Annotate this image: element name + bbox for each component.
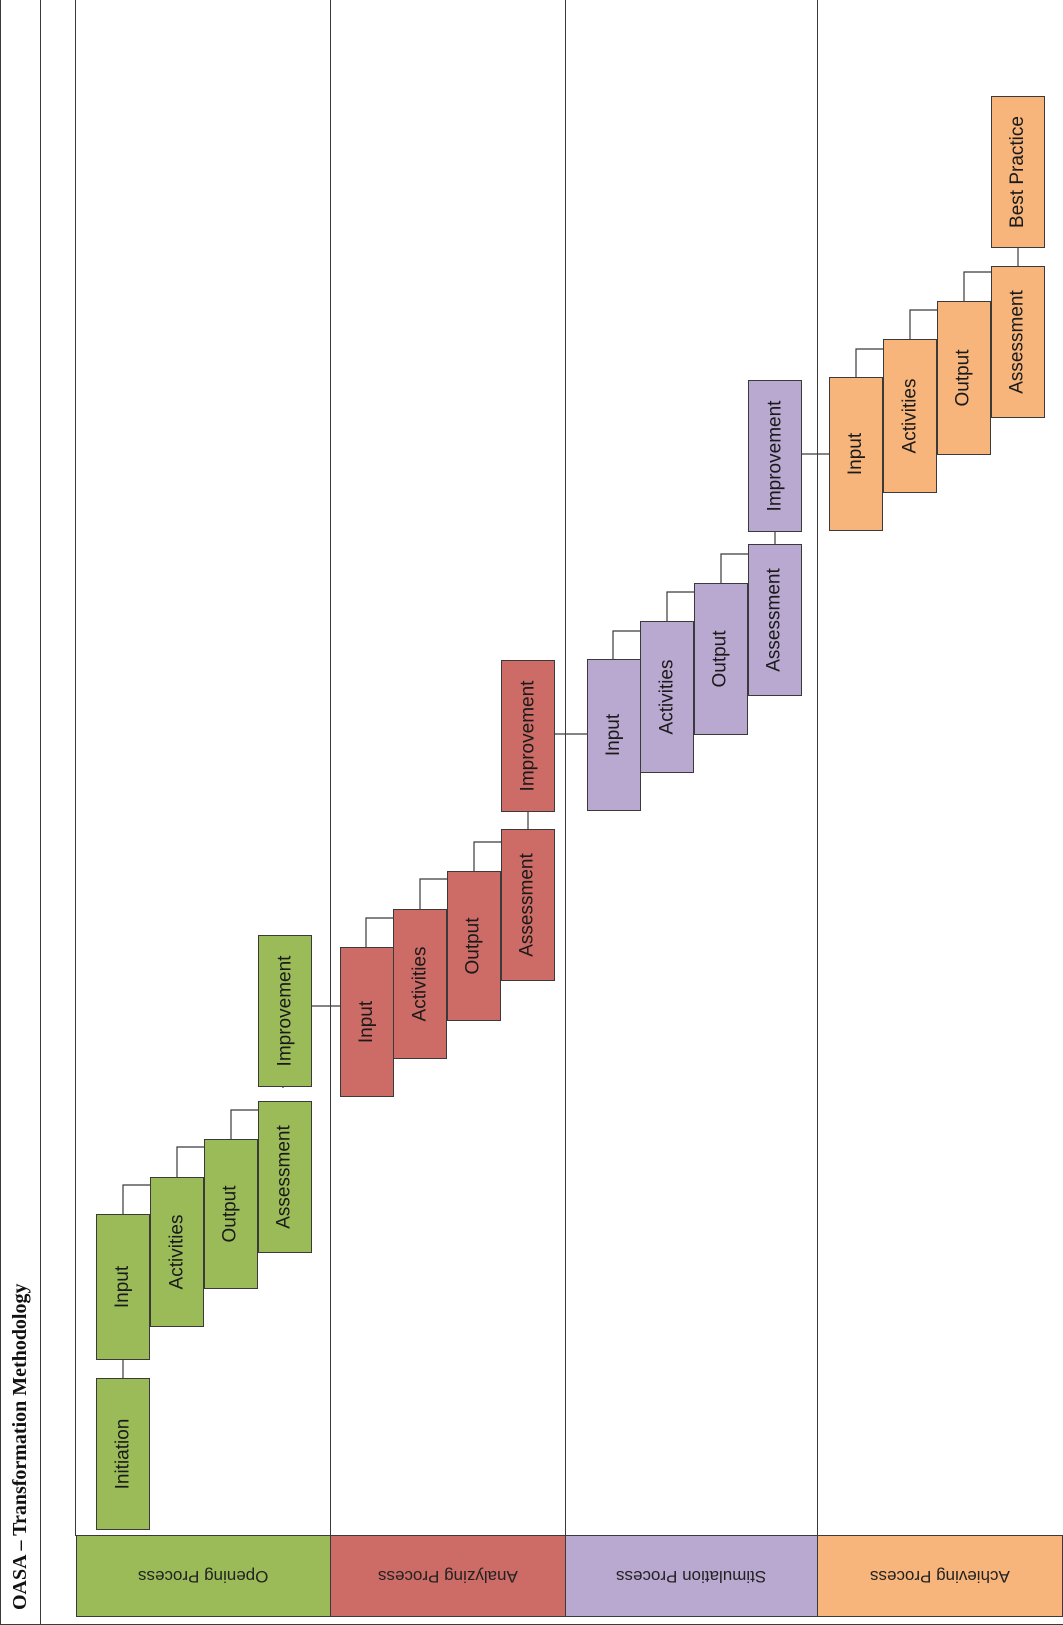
analyzing-improvement-label: Improvement — [517, 680, 538, 792]
analyzing-activities-label: Activities — [409, 946, 430, 1022]
analyzing-improvement-box: Improvement — [501, 660, 555, 812]
analyzing-input-box: Input — [340, 947, 394, 1097]
achieving-best-practice-label: Best Practice — [1007, 116, 1028, 228]
frame-left-border — [0, 0, 1, 1625]
lane-label-analyzing: Analyzing Process — [330, 1535, 566, 1617]
achieving-input-label: Input — [844, 432, 866, 476]
opening-input-box: Input — [96, 1214, 150, 1360]
stimulation-improvement-label: Improvement — [764, 400, 785, 512]
opening-initiation-label: Initiation — [112, 1418, 133, 1490]
opening-activities-label: Activities — [166, 1214, 187, 1290]
stimulation-input-label: Input — [602, 713, 624, 757]
lane-label-stimulation-text: Stimulation Process — [616, 1567, 767, 1586]
opening-improvement-box: Improvement — [258, 935, 312, 1087]
stimulation-output-label: Output — [710, 630, 732, 688]
achieving-assessment-label: Assessment — [1007, 290, 1029, 394]
achieving-input-box: Input — [829, 377, 883, 531]
achieving-output-box: Output — [937, 301, 991, 455]
opening-activities-box: Activities — [150, 1177, 204, 1327]
opening-input-label: Input — [111, 1265, 133, 1309]
lane-label-opening: Opening Process — [76, 1535, 331, 1617]
lane-label-analyzing-text: Analyzing Process — [378, 1567, 518, 1586]
stimulation-activities-label: Activities — [656, 659, 677, 735]
achieving-activities-label: Activities — [899, 378, 920, 454]
stimulation-input-box: Input — [587, 659, 641, 811]
lane-label-opening-text: Opening Process — [138, 1567, 269, 1586]
analyzing-output-box: Output — [447, 871, 501, 1021]
analyzing-activities-box: Activities — [393, 909, 447, 1059]
stimulation-activities-box: Activities — [640, 621, 694, 773]
opening-improvement-label: Improvement — [274, 955, 295, 1067]
stimulation-output-box: Output — [694, 583, 748, 735]
opening-assessment-label: Assessment — [274, 1125, 296, 1229]
diagram-title: OASA – Transformation Methodology — [9, 1283, 31, 1611]
opening-initiation-box: Initiation — [96, 1378, 150, 1530]
achieving-assessment-box: Assessment — [991, 266, 1045, 418]
stimulation-assessment-box: Assessment — [748, 544, 802, 696]
opening-assessment-box: Assessment — [258, 1101, 312, 1253]
analyzing-assessment-box: Assessment — [501, 829, 555, 981]
lane-label-stimulation: Stimulation Process — [565, 1535, 818, 1617]
achieving-output-label: Output — [953, 349, 975, 407]
analyzing-input-label: Input — [355, 1000, 377, 1044]
opening-output-label: Output — [220, 1185, 242, 1243]
stimulation-improvement-box: Improvement — [748, 380, 802, 532]
lane-divider-2 — [565, 0, 566, 1535]
opening-output-box: Output — [204, 1139, 258, 1289]
lane-label-achieving-text: Achieving Process — [870, 1567, 1010, 1586]
lane-label-achieving: Achieving Process — [817, 1535, 1063, 1617]
title-column-divider — [40, 0, 41, 1625]
achieving-activities-box: Activities — [883, 339, 937, 493]
header-column-divider — [75, 0, 76, 1535]
lane-divider-1 — [330, 0, 331, 1535]
lane-divider-3 — [817, 0, 818, 1535]
stimulation-assessment-label: Assessment — [764, 568, 786, 672]
achieving-best-practice-box: Best Practice — [991, 96, 1045, 248]
analyzing-output-label: Output — [463, 917, 485, 975]
analyzing-assessment-label: Assessment — [517, 853, 539, 957]
